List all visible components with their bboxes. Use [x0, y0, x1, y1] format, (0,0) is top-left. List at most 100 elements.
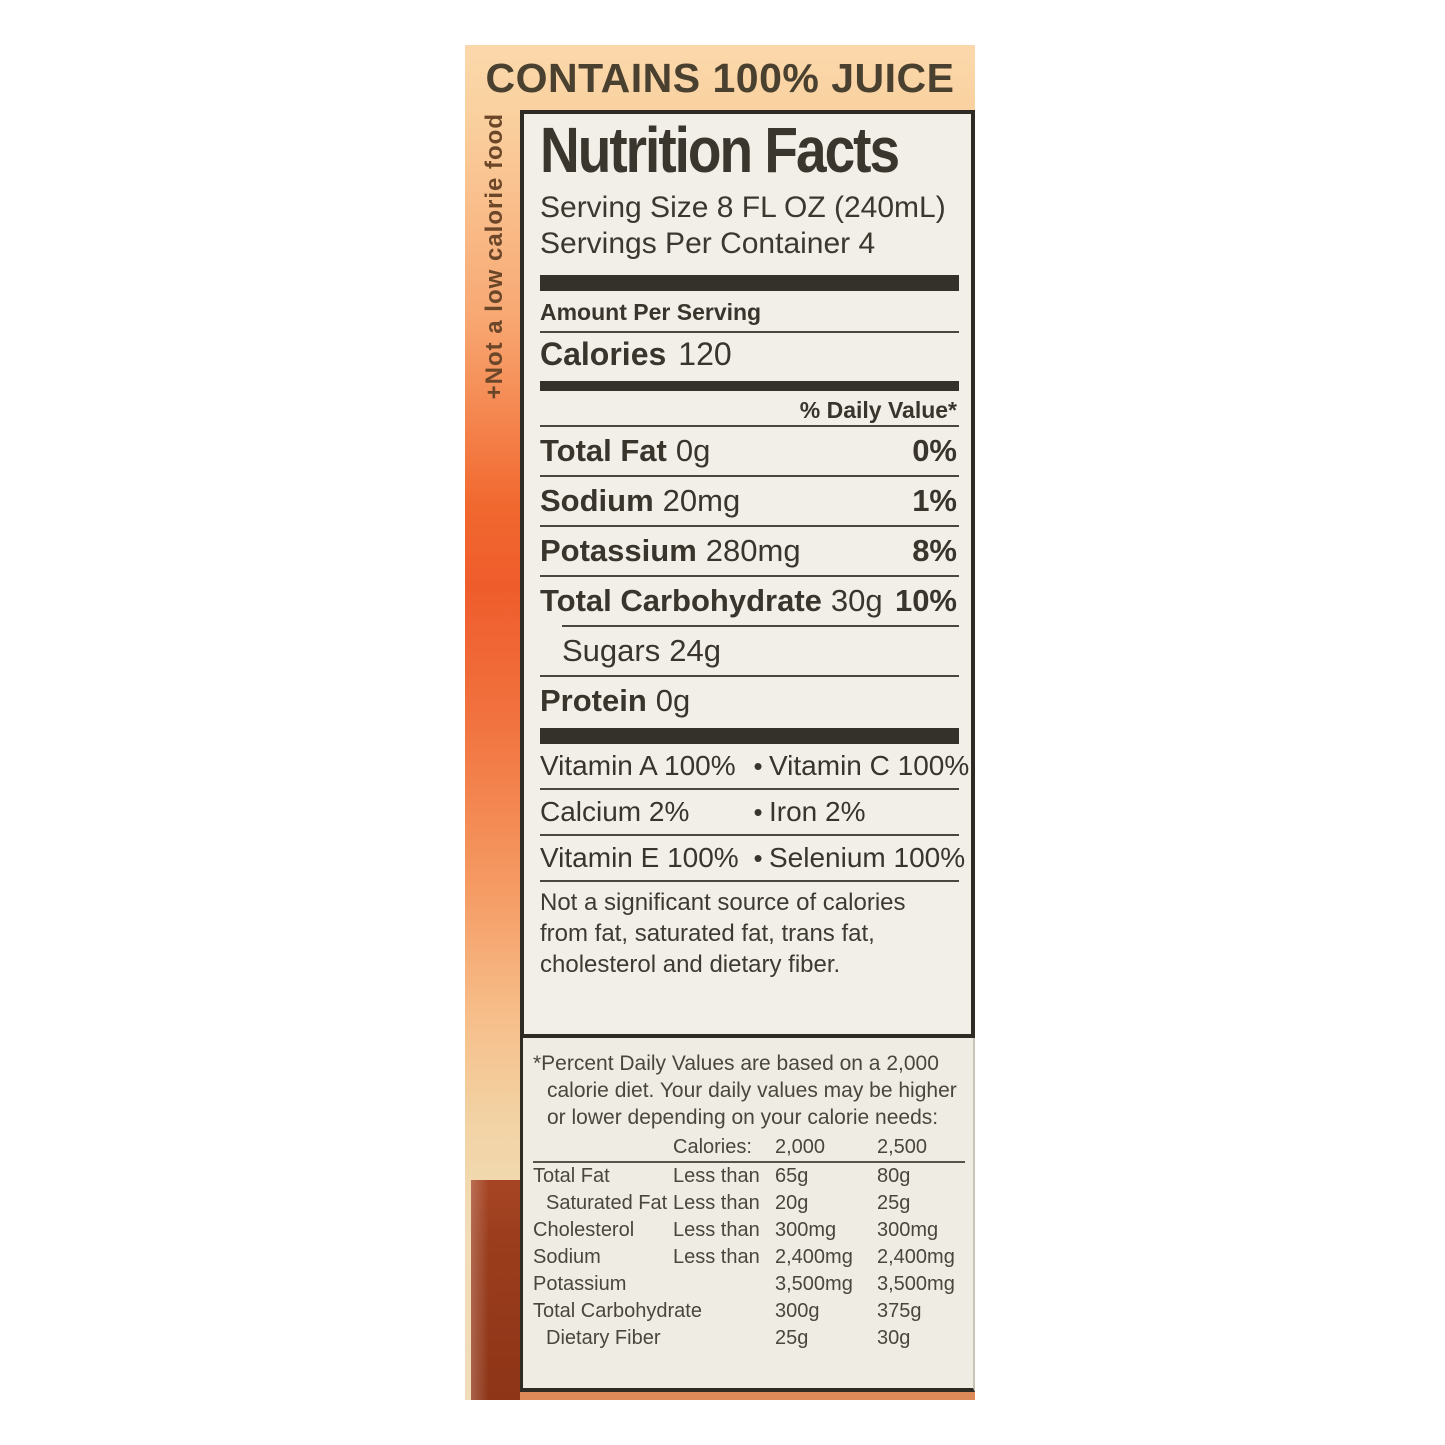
daily-value-header: % Daily Value*: [799, 397, 957, 423]
nutrient-name: Saturated Fat: [546, 1192, 668, 1214]
daily-values-footnote-panel: *Percent Daily Values are based on a 2,0…: [520, 1038, 975, 1392]
servings-per-container: Servings Per Container 4: [540, 227, 876, 260]
nutrient-name: Protein: [540, 683, 647, 718]
nutrient-amount: 20mg: [662, 483, 741, 518]
bullet: •: [753, 797, 763, 827]
nutrient-name: Cholesterol: [533, 1219, 635, 1241]
separator-bar: [540, 275, 959, 291]
nutrient-amount: 0g: [655, 683, 691, 718]
footnote-row-total-carbohydrate: Total Carbohydrate 300g 375g: [533, 1298, 965, 1325]
side-strip: +Not a low calorie food: [471, 113, 519, 563]
value-2500: 30g: [877, 1327, 911, 1349]
rule: [540, 788, 959, 790]
nutrient-name: Sodium: [533, 1246, 601, 1268]
qualifier: Less than: [673, 1192, 760, 1214]
footnote-row-sodium: Sodium Less than 2,400mg 2,400mg: [533, 1244, 965, 1271]
serving-info: Serving Size 8 FL OZ (240mL) Servings Pe…: [540, 190, 959, 262]
juice-visible-through-bottle: [471, 1180, 522, 1400]
empty-cell: [533, 1134, 673, 1161]
micronutrient-row-calcium-iron: Calcium 2% • Iron 2%: [540, 790, 959, 834]
value-2000: 20g: [775, 1192, 809, 1214]
value-2500: 375g: [877, 1300, 922, 1322]
micronutrient-row-vitamin-e-selenium: Vitamin E 100% • Selenium 100%: [540, 836, 965, 880]
micronutrient-right: Iron 2%: [769, 796, 866, 827]
value-2000: 25g: [775, 1327, 809, 1349]
separator-bar: [540, 728, 959, 744]
footnote-row-potassium: Potassium 3,500mg 3,500mg: [533, 1271, 965, 1298]
qualifier: Less than: [673, 1246, 760, 1268]
product-label: CONTAINS 100% JUICE +Not a low calorie f…: [465, 45, 975, 1400]
nutrient-name: Total Carbohydrate: [533, 1300, 702, 1322]
value-2000: 300g: [775, 1300, 820, 1322]
rule: [540, 425, 959, 427]
nutrition-facts-title: Nutrition Facts: [540, 113, 900, 187]
rule: [540, 675, 959, 677]
nutrient-name: Total Carbohydrate: [540, 583, 822, 618]
nutrient-amount: 280mg: [705, 533, 801, 568]
column-2500: 2,500: [877, 1136, 928, 1158]
micronutrient-right: Selenium 100%: [769, 842, 966, 873]
calories-value: 120: [678, 336, 732, 372]
nutrient-daily-value: 10%: [894, 583, 957, 618]
value-2000: 3,500mg: [775, 1273, 853, 1295]
footnote-row-total-fat: Total Fat Less than 65g 80g: [533, 1163, 965, 1190]
value-2500: 2,400mg: [877, 1246, 955, 1268]
nutrient-row-sugars: Sugars 24g: [540, 627, 959, 675]
qualifier: Less than: [673, 1165, 760, 1187]
nutrient-row-sodium: Sodium 20mg 1%: [540, 477, 959, 525]
qualifier: [673, 1298, 775, 1325]
percent-daily-values-note: *Percent Daily Values are based on a 2,0…: [533, 1052, 957, 1129]
label-bottom-orange-strip: [520, 1392, 975, 1400]
nutrient-daily-value: 1%: [912, 483, 957, 518]
qualifier: [673, 1271, 775, 1298]
side-strip-text: +Not a low calorie food: [481, 113, 508, 400]
footnote-row-saturated-fat: Saturated Fat Less than 20g 25g: [533, 1190, 965, 1217]
nutrient-name: Dietary Fiber: [546, 1327, 661, 1349]
rule: [562, 625, 959, 627]
nutrient-row-total-carbohydrate: Total Carbohydrate 30g 10%: [540, 577, 959, 625]
qualifier: Less than: [673, 1219, 760, 1241]
nutrient-name: Sodium: [540, 483, 654, 518]
calories-row: Calories 120: [540, 333, 959, 375]
nutrient-name: Sugars: [562, 633, 661, 668]
calories-column-label: Calories:: [673, 1136, 752, 1158]
value-2500: 80g: [877, 1165, 911, 1187]
nutrient-name: Total Fat: [540, 433, 667, 468]
nutrient-row-potassium: Potassium 280mg 8%: [540, 527, 959, 575]
micronutrient-left: Vitamin A 100%: [540, 750, 736, 781]
micronutrient-left: Calcium 2%: [540, 796, 690, 827]
calories-label: Calories: [540, 336, 667, 372]
bullet: •: [753, 751, 763, 781]
footnote-row-dietary-fiber: Dietary Fiber 25g 30g: [533, 1325, 965, 1352]
micronutrient-left: Vitamin E 100%: [540, 842, 739, 873]
nutrient-daily-value: 8%: [912, 533, 957, 568]
footnote-table-header: Calories: 2,000 2,500: [533, 1134, 965, 1163]
bullet: •: [753, 843, 763, 873]
rule: [540, 834, 959, 836]
contains-juice-banner: CONTAINS 100% JUICE: [485, 55, 955, 101]
value-2500: 25g: [877, 1192, 911, 1214]
micronutrient-right: Vitamin C 100%: [769, 750, 970, 781]
value-2000: 300mg: [775, 1219, 837, 1241]
not-significant-source-note: Not a significant source of calories fro…: [540, 889, 906, 978]
rule: [540, 575, 959, 577]
column-2000: 2,000: [775, 1136, 826, 1158]
nutrient-daily-value: 0%: [912, 433, 957, 468]
nutrient-amount: 0g: [675, 433, 711, 468]
nutrient-row-protein: Protein 0g: [540, 677, 959, 725]
rule: [540, 880, 959, 882]
footnote-row-cholesterol: Cholesterol Less than 300mg 300mg: [533, 1217, 965, 1244]
amount-per-serving-label: Amount Per Serving: [540, 299, 762, 325]
nutrient-name: Total Fat: [533, 1165, 610, 1187]
nutrient-row-total-fat: Total Fat 0g 0%: [540, 427, 959, 475]
nutrient-amount: 24g: [669, 633, 721, 668]
nutrient-name: Potassium: [540, 533, 697, 568]
rule: [540, 525, 959, 527]
nutrient-name: Potassium: [533, 1273, 627, 1295]
qualifier: [673, 1325, 775, 1352]
value-2000: 65g: [775, 1165, 809, 1187]
nutrition-facts-panel: Nutrition Facts Serving Size 8 FL OZ (24…: [520, 110, 975, 1038]
value-2500: 3,500mg: [877, 1273, 955, 1295]
rule: [540, 331, 959, 333]
